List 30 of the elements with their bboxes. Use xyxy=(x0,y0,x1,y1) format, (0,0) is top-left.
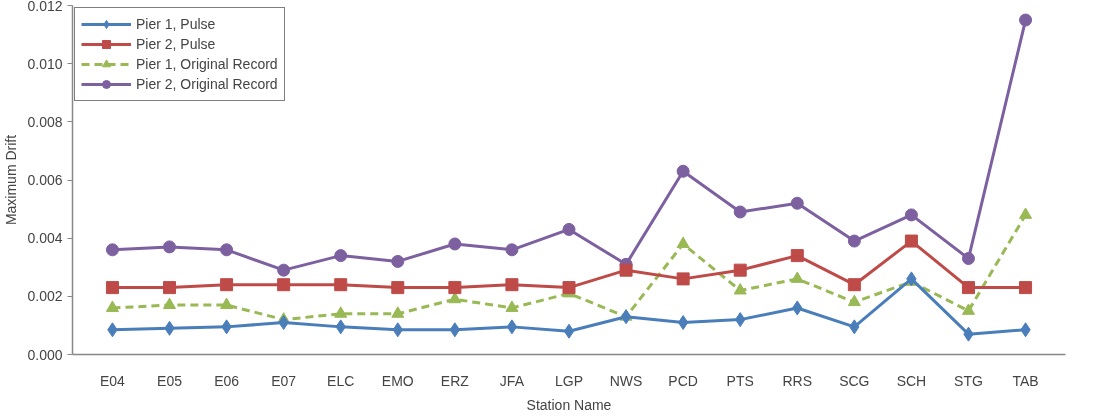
legend-label: Pier 1, Original Record xyxy=(136,56,278,72)
legend-label: Pier 2, Pulse xyxy=(136,36,216,52)
y-tick-label: 0.008 xyxy=(27,113,63,130)
legend-label: Pier 1, Pulse xyxy=(136,16,216,32)
x-tick-label: PTS xyxy=(726,372,754,389)
legend-label: Pier 2, Original Record xyxy=(136,76,278,92)
y-tick-label: 0.012 xyxy=(27,0,63,14)
y-tick-label: 0.000 xyxy=(27,346,63,363)
x-tick-label: LGP xyxy=(554,372,584,389)
x-tick-label: JFA xyxy=(499,372,525,389)
x-tick-label: NWS xyxy=(609,372,643,389)
x-axis-title: Station Name xyxy=(526,396,612,413)
x-tick-label: E06 xyxy=(214,372,240,389)
x-tick-label: EMO xyxy=(381,372,414,389)
x-tick-label: E05 xyxy=(157,372,183,389)
x-tick-label: ERZ xyxy=(440,372,470,389)
y-tick-label: 0.006 xyxy=(27,172,63,188)
x-tick-label: E07 xyxy=(271,372,297,389)
x-tick-label: STG xyxy=(954,372,983,389)
x-tick-label: E04 xyxy=(99,372,126,389)
y-tick-label: 0.004 xyxy=(27,230,63,247)
y-tick-label: 0.010 xyxy=(27,55,63,72)
x-tick-label: SCH xyxy=(896,372,927,389)
x-tick-label: PCD xyxy=(668,372,698,389)
x-tick-label: SCG xyxy=(839,372,870,389)
y-axis-title: Maximum Drift xyxy=(3,134,20,226)
x-tick-label: TAB xyxy=(1012,372,1039,389)
y-tick-label: 0.002 xyxy=(27,288,63,305)
x-tick-label: ELC xyxy=(327,372,355,389)
x-tick-label: RRS xyxy=(782,372,813,389)
